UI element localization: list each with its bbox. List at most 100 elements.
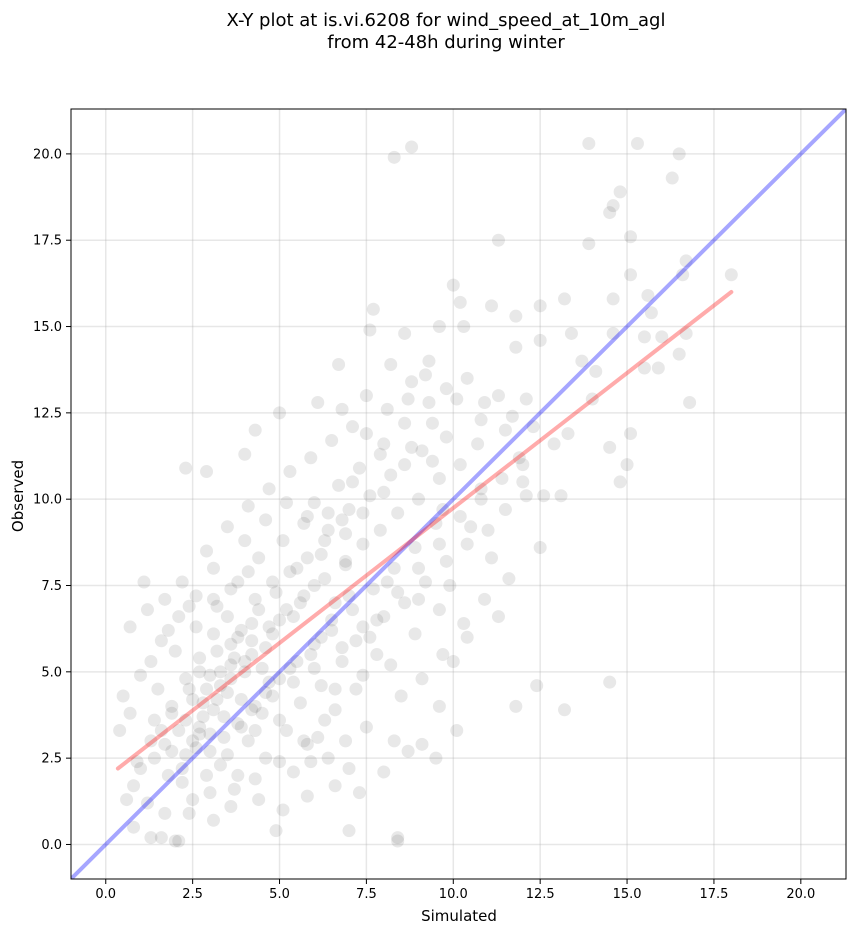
scatter-point [412,561,426,575]
scatter-point [505,409,519,423]
scatter-point [286,765,300,779]
scatter-point [276,534,290,548]
scatter-point [339,527,353,541]
x-tick-label: 7.5 [356,887,377,902]
scatter-point [432,603,446,617]
scatter-point [231,575,245,589]
scatter-point [248,724,262,738]
scatter-point [304,451,318,465]
y-tick-label: 12.5 [33,406,62,421]
scatter-point [519,489,533,503]
scatter-point [269,824,283,838]
scatter-point [290,654,304,668]
scatter-point [557,292,571,306]
scatter-point [203,744,217,758]
scatter-point [321,506,335,520]
scatter-point [203,727,217,741]
x-tick-label: 2.5 [182,887,203,902]
x-tick-label: 5.0 [269,887,290,902]
scatter-point [283,661,297,675]
scatter-point [554,489,568,503]
scatter-point [474,482,488,496]
scatter-point [450,392,464,406]
scatter-point [474,413,488,427]
x-axis-label: Simulated [421,907,497,925]
scatter-point [439,554,453,568]
scatter-point [238,534,252,548]
scatter-point [432,699,446,713]
scatter-point [655,330,669,344]
scatter-point [307,661,321,675]
scatter-point [676,268,690,282]
scatter-point [154,831,168,845]
scatter-point [679,254,693,268]
scatter-point [377,485,391,499]
scatter-point [234,720,248,734]
scatter-point [300,737,314,751]
scatter-point [332,358,346,372]
scatter-point [446,654,460,668]
y-tick-label: 15.0 [33,320,62,335]
scatter-point [283,565,297,579]
scatter-point [606,199,620,213]
scatter-point [537,489,551,503]
y-axis-label: Observed [9,460,27,532]
scatter-point [498,423,512,437]
scatter-point [391,834,405,848]
scatter-point [644,306,658,320]
scatter-point [457,320,471,334]
scatter-point [380,402,394,416]
scatter-point [624,268,638,282]
scatter-point [436,503,450,517]
scatter-point [231,717,245,731]
scatter-point [439,430,453,444]
scatter-point [356,620,370,634]
scatter-point [398,326,412,340]
scatter-point [120,793,134,807]
scatter-point [432,320,446,334]
y-tick-label: 2.5 [41,752,62,767]
scatter-point [140,796,154,810]
scatter-point [533,299,547,313]
scatter-point [206,627,220,641]
scatter-point [373,447,387,461]
scatter-point [512,451,526,465]
scatter-point [352,461,366,475]
scatter-point [231,768,245,782]
scatter-point [665,171,679,185]
scatter-point [213,758,227,772]
scatter-point [325,433,339,447]
scatter-point [234,692,248,706]
scatter-point [175,575,189,589]
scatter-point [182,682,196,696]
scatter-point [460,371,474,385]
scatter-point [144,734,158,748]
x-tick-label: 20.0 [786,887,815,902]
scatter-point [422,395,436,409]
scatter-point [391,506,405,520]
scatter-point [224,799,238,813]
scatter-point [259,641,273,655]
scatter-point [474,492,488,506]
scatter-point [335,654,349,668]
scatter-point [307,579,321,593]
scatter-point [547,437,561,451]
scatter-point [321,523,335,537]
scatter-point [363,323,377,337]
scatter-point [380,575,394,589]
scatter-point [311,730,325,744]
scatter-point [359,720,373,734]
scatter-point [266,575,280,589]
scatter-point [620,458,634,472]
x-tick-label: 17.5 [699,887,728,902]
scatter-point [391,585,405,599]
scatter-point [304,755,318,769]
scatter-point [637,330,651,344]
scatter-point [349,682,363,696]
scatter-point [443,579,457,593]
scatter-point [210,599,224,613]
scatter-point [193,720,207,734]
scatter-point [273,713,287,727]
scatter-point [516,475,530,489]
scatter-point [273,406,287,420]
